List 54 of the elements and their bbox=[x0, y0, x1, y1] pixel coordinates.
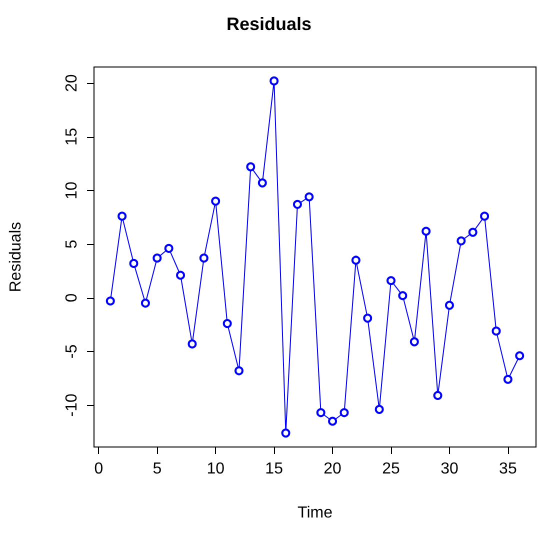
point bbox=[386, 276, 396, 286]
point bbox=[188, 339, 197, 348]
point bbox=[316, 408, 326, 418]
y-tick-label: 20 bbox=[64, 74, 80, 92]
point bbox=[374, 404, 384, 414]
x-tick-label: 15 bbox=[265, 460, 284, 478]
point bbox=[456, 236, 466, 246]
point bbox=[363, 314, 372, 323]
point bbox=[129, 258, 138, 268]
point bbox=[292, 200, 302, 209]
chart-title: Residuals bbox=[226, 14, 312, 34]
x-tick-label: 35 bbox=[499, 460, 517, 478]
x-tick-label: 25 bbox=[382, 460, 400, 478]
point bbox=[433, 390, 442, 400]
y-tick-label: 10 bbox=[64, 181, 80, 200]
point bbox=[422, 226, 431, 236]
point bbox=[281, 428, 290, 438]
y-tick-label: 0 bbox=[64, 293, 80, 302]
x-tick-label: 10 bbox=[206, 460, 225, 478]
point bbox=[118, 212, 127, 221]
point bbox=[199, 254, 208, 263]
point bbox=[211, 196, 220, 206]
point bbox=[328, 416, 338, 426]
point bbox=[515, 351, 524, 360]
point bbox=[304, 192, 314, 202]
x-tick-label: 30 bbox=[440, 460, 458, 478]
point bbox=[270, 76, 279, 86]
point bbox=[351, 256, 360, 265]
point bbox=[468, 228, 478, 237]
y-tick-label: 5 bbox=[64, 240, 80, 249]
point bbox=[398, 291, 408, 300]
point bbox=[164, 244, 174, 253]
x-axis-title: Time bbox=[298, 504, 333, 522]
y-tick-label: -10 bbox=[64, 393, 80, 417]
point bbox=[106, 296, 115, 306]
x-tick-label: 0 bbox=[94, 460, 104, 478]
point bbox=[234, 366, 244, 376]
point bbox=[140, 298, 150, 308]
point bbox=[410, 337, 419, 346]
point bbox=[258, 178, 267, 188]
y-tick-label: -5 bbox=[64, 344, 80, 359]
point bbox=[492, 326, 501, 336]
point bbox=[340, 408, 349, 418]
point bbox=[503, 374, 512, 384]
point bbox=[444, 300, 454, 310]
point bbox=[480, 212, 490, 221]
point bbox=[222, 319, 232, 328]
y-axis-title: Residuals bbox=[8, 222, 24, 292]
x-tick-label: 20 bbox=[324, 460, 342, 478]
point bbox=[246, 162, 256, 172]
point bbox=[152, 254, 162, 263]
point bbox=[176, 270, 186, 280]
x-tick-label: 5 bbox=[152, 460, 162, 478]
y-tick-label: 15 bbox=[64, 128, 80, 146]
